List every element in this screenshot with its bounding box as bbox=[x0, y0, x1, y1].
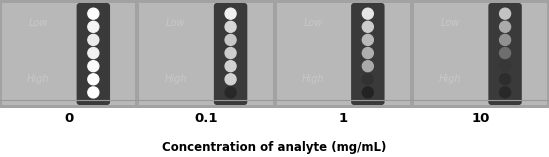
Circle shape bbox=[225, 74, 236, 85]
Circle shape bbox=[500, 61, 511, 72]
Text: 1: 1 bbox=[339, 112, 348, 125]
Circle shape bbox=[88, 8, 99, 19]
Circle shape bbox=[362, 21, 373, 32]
FancyBboxPatch shape bbox=[489, 3, 522, 105]
Circle shape bbox=[500, 8, 511, 19]
Circle shape bbox=[88, 34, 99, 45]
Text: High: High bbox=[27, 74, 49, 84]
Text: 10: 10 bbox=[471, 112, 490, 125]
Text: Low: Low bbox=[29, 18, 48, 28]
Circle shape bbox=[500, 34, 511, 45]
Circle shape bbox=[500, 48, 511, 59]
Circle shape bbox=[225, 34, 236, 45]
Circle shape bbox=[225, 21, 236, 32]
Circle shape bbox=[225, 48, 236, 59]
Circle shape bbox=[500, 87, 511, 98]
Circle shape bbox=[88, 61, 99, 72]
Bar bbox=[0, 0, 549, 108]
Bar bbox=[139, 3, 272, 105]
Text: Low: Low bbox=[440, 18, 460, 28]
Circle shape bbox=[225, 8, 236, 19]
Circle shape bbox=[362, 48, 373, 59]
Circle shape bbox=[362, 87, 373, 98]
Circle shape bbox=[88, 74, 99, 85]
Circle shape bbox=[362, 61, 373, 72]
Circle shape bbox=[88, 87, 99, 98]
Bar bbox=[277, 3, 410, 105]
Circle shape bbox=[362, 34, 373, 45]
Circle shape bbox=[362, 8, 373, 19]
Text: 0: 0 bbox=[64, 112, 73, 125]
Text: 0.1: 0.1 bbox=[194, 112, 217, 125]
Circle shape bbox=[362, 74, 373, 85]
Text: High: High bbox=[439, 74, 461, 84]
Circle shape bbox=[500, 21, 511, 32]
Text: Concentration of analyte (mg/mL): Concentration of analyte (mg/mL) bbox=[163, 141, 386, 154]
FancyBboxPatch shape bbox=[77, 3, 110, 105]
Circle shape bbox=[88, 21, 99, 32]
Circle shape bbox=[225, 87, 236, 98]
Text: Low: Low bbox=[166, 18, 186, 28]
Circle shape bbox=[88, 48, 99, 59]
Bar bbox=[2, 3, 135, 105]
Text: High: High bbox=[165, 74, 187, 84]
Bar bbox=[414, 3, 547, 105]
Circle shape bbox=[500, 74, 511, 85]
Text: Low: Low bbox=[303, 18, 323, 28]
FancyBboxPatch shape bbox=[351, 3, 384, 105]
Circle shape bbox=[225, 61, 236, 72]
Text: High: High bbox=[302, 74, 324, 84]
FancyBboxPatch shape bbox=[214, 3, 247, 105]
